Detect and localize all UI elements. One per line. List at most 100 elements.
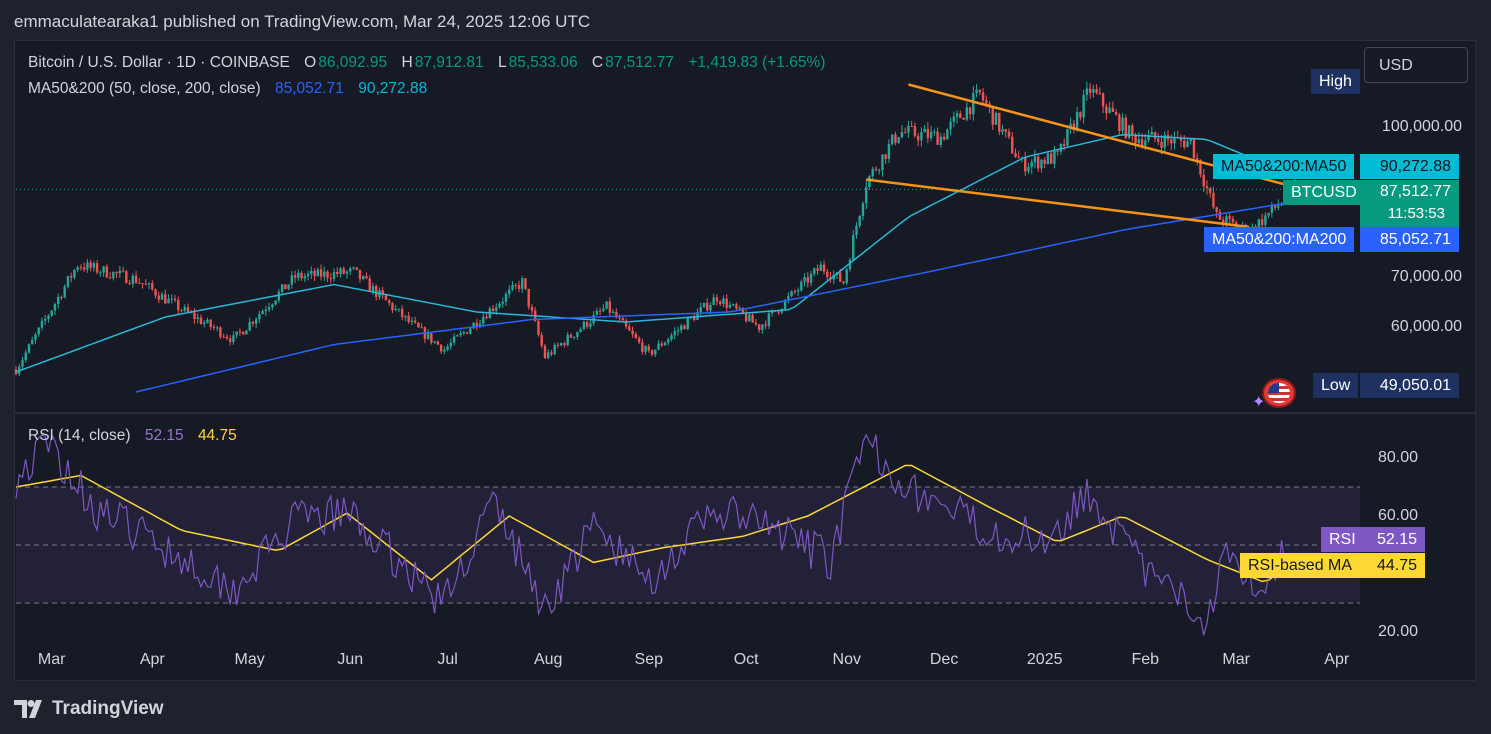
high-tag: High [1311,69,1360,94]
candle-body [1121,117,1124,131]
candle-body [199,317,203,324]
candle-body [37,327,40,335]
candle-body [170,298,173,300]
candle-body [965,107,969,120]
us-flag-icon[interactable]: ✦ [1252,378,1300,411]
candle-body [563,343,566,346]
candle-body [508,289,511,294]
candle-body [845,269,848,284]
candle-body [452,336,456,343]
symbol-price-box: 87,512.77 11:53:53 [1360,180,1459,227]
candle-body [949,121,952,130]
candle-body [491,308,495,311]
candle-body [232,335,235,342]
rsi-line [15,433,1296,636]
candle-body [115,272,118,274]
candle-body [553,344,556,355]
candle-body [744,313,748,322]
candle-body [628,326,631,331]
candle-body [1049,153,1053,164]
candle-body [125,271,128,283]
candle-body [569,334,573,338]
candle-body [738,307,741,309]
candle-body [546,352,550,359]
candle-body [540,334,543,346]
candle-body [313,270,316,277]
candle-body [504,293,508,302]
candle-body [890,134,894,144]
candle-body [718,301,722,305]
candle-body [261,311,264,315]
candle-body [164,294,167,304]
candle-body [141,283,144,285]
candle-body [693,317,696,321]
candle-body [24,352,27,361]
candle-body [959,113,962,119]
candle-body [212,326,216,329]
candle-body [1170,139,1173,144]
candle-body [56,296,60,304]
candle-body [336,271,339,275]
open-value: 86,092.95 [318,54,388,71]
candle-body [1257,219,1261,232]
candle-body [235,331,238,336]
rsi-ma-tag: RSI-based MA [1240,553,1361,578]
time-tick-7: Oct [733,651,759,668]
candle-body [1160,141,1163,148]
candle-body [1033,156,1037,163]
candle-body [1075,112,1079,131]
candle-body [1131,125,1134,135]
candle-body [1189,139,1192,142]
candle-body [53,303,57,311]
candle-body [852,235,855,260]
candle-body [877,170,881,172]
candle-body [777,311,780,313]
candle-body [913,125,917,136]
candle-body [1059,144,1063,152]
candle-body [1004,129,1007,132]
candle-body [60,296,63,298]
candle-body [1007,131,1011,137]
candle-body [848,259,852,270]
candle-body [1101,93,1105,107]
candle-body [884,154,887,159]
candle-body [654,349,657,355]
candle-body [770,310,774,314]
candle-body [446,346,449,350]
candle-body [611,311,615,313]
candle-body [741,307,745,314]
candle-body [530,306,534,311]
candle-body [387,300,391,304]
candle-body [31,339,34,345]
high-value: 87,912.81 [414,54,484,71]
footer-brand-text: TradingView [52,698,164,719]
candle-body [1046,153,1050,164]
candle-body [1225,216,1228,224]
candle-body [173,298,177,301]
candle-body [1056,150,1059,152]
candle-body [206,319,209,323]
candle-body [63,286,66,298]
open-label: O [304,54,317,71]
candle-body [183,307,186,311]
currency-button[interactable]: USD [1364,47,1468,83]
candle-body [809,273,813,283]
candle-body [1267,212,1270,216]
candle-body [144,283,148,285]
ma-title: MA50&200 (50, close, 200, close) [28,80,261,97]
candle-body [264,309,268,312]
candle-body [27,344,31,353]
candle-body [1150,132,1153,135]
candle-body [900,132,904,138]
time-tick-2: May [234,651,265,668]
candle-body [790,291,793,297]
candle-body [926,129,930,139]
candle-body [118,270,122,274]
time-tick-13: Apr [1324,651,1350,668]
rsi-tick-20: 20.00 [1377,623,1418,640]
candle-body [735,304,738,309]
candle-body [339,268,342,275]
candle-body [1072,123,1076,131]
candle-body [368,278,371,292]
